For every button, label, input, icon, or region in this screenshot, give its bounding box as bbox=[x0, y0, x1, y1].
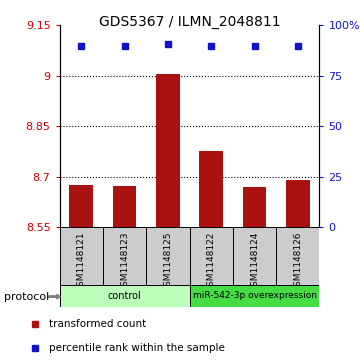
Text: control: control bbox=[108, 291, 142, 301]
Bar bbox=[60, 227, 103, 285]
Bar bbox=[103, 227, 146, 285]
Bar bbox=[156, 74, 180, 227]
Text: GSM1148123: GSM1148123 bbox=[120, 232, 129, 292]
Text: GSM1148122: GSM1148122 bbox=[207, 232, 216, 292]
Bar bbox=[243, 187, 266, 227]
Bar bbox=[190, 285, 319, 307]
Text: protocol: protocol bbox=[4, 291, 49, 302]
Text: GSM1148126: GSM1148126 bbox=[293, 232, 302, 292]
Bar bbox=[199, 151, 223, 227]
Bar bbox=[60, 285, 190, 307]
Text: transformed count: transformed count bbox=[49, 319, 146, 329]
Bar bbox=[276, 227, 319, 285]
Bar bbox=[69, 185, 93, 227]
Text: GSM1148125: GSM1148125 bbox=[164, 232, 172, 292]
Bar bbox=[113, 186, 136, 227]
Text: GSM1148121: GSM1148121 bbox=[77, 232, 86, 292]
Bar bbox=[233, 227, 276, 285]
Text: percentile rank within the sample: percentile rank within the sample bbox=[49, 343, 225, 352]
Bar bbox=[190, 227, 233, 285]
Text: GSM1148124: GSM1148124 bbox=[250, 232, 259, 292]
Text: miR-542-3p overexpression: miR-542-3p overexpression bbox=[192, 291, 317, 300]
Text: GDS5367 / ILMN_2048811: GDS5367 / ILMN_2048811 bbox=[99, 15, 280, 29]
Bar bbox=[146, 227, 190, 285]
Bar bbox=[286, 180, 310, 227]
